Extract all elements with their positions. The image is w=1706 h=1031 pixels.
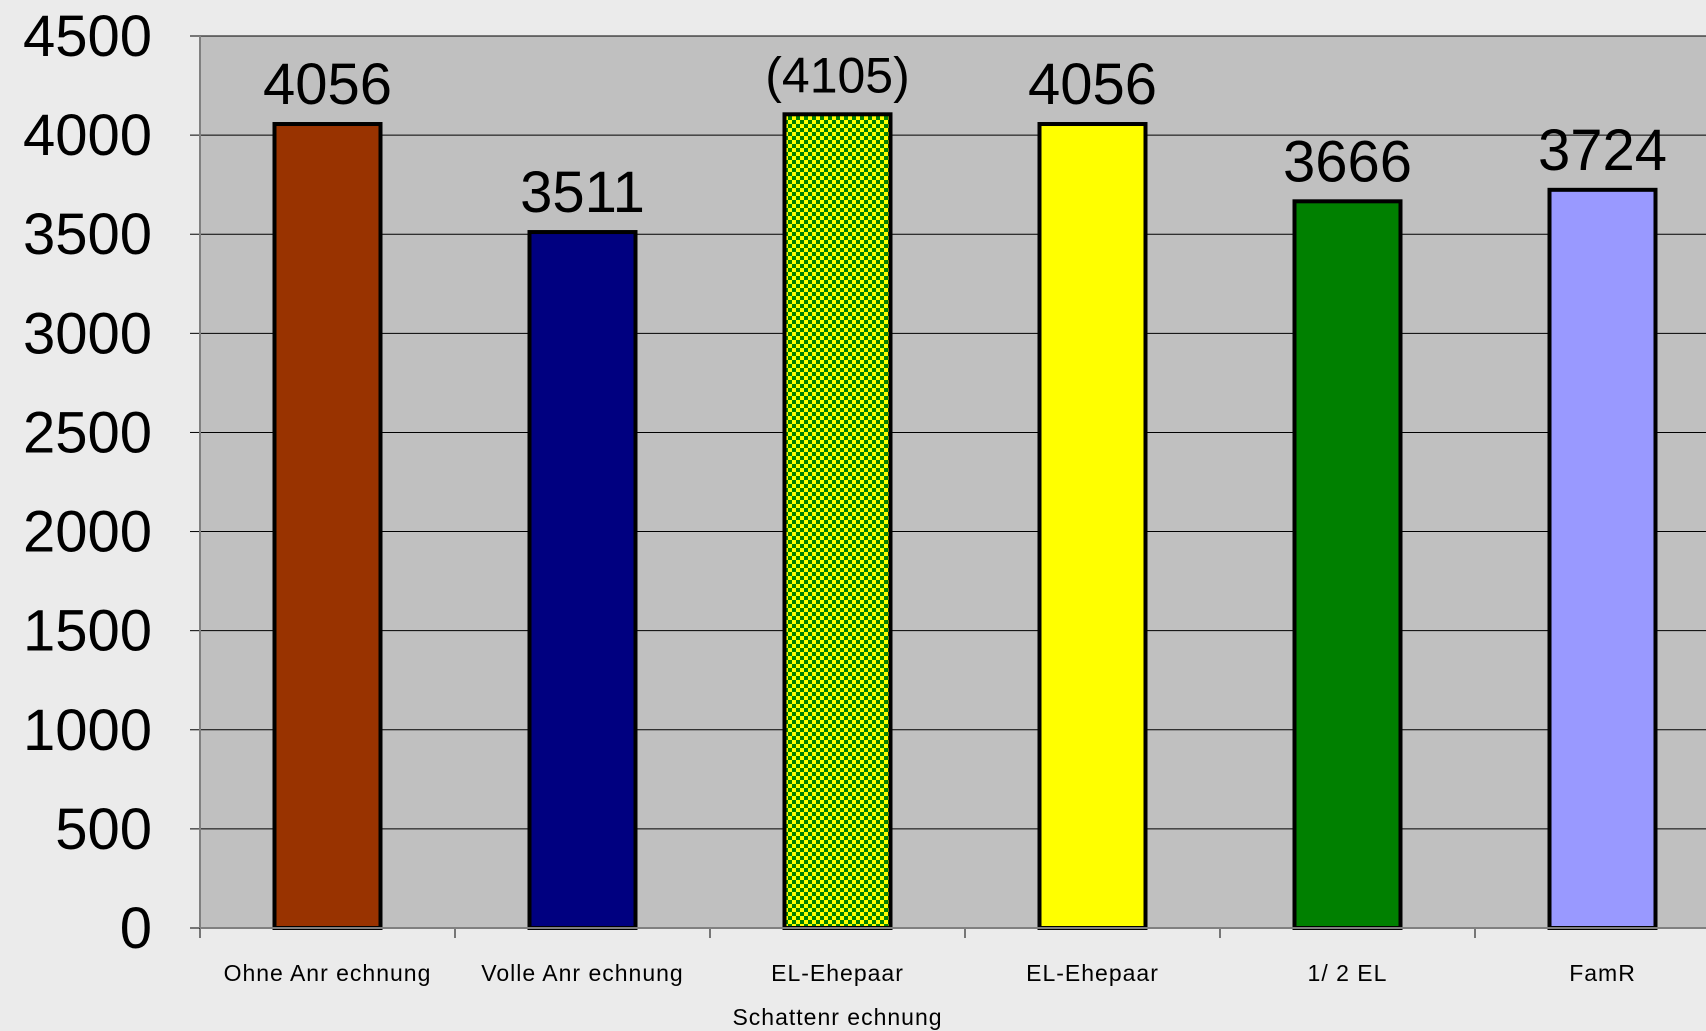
y-tick-label: 500: [55, 797, 152, 862]
x-tick-label: EL-Ehepaar: [771, 960, 904, 986]
bar: [782, 112, 893, 930]
plot-area: [200, 36, 1706, 928]
bar: [527, 230, 638, 931]
x-tick-label: 1/ 2 EL: [1308, 960, 1388, 986]
bar: [272, 122, 383, 930]
data-label: 3724: [1538, 118, 1667, 183]
y-tick-label: 1500: [23, 599, 152, 664]
y-tick-label: 4000: [23, 103, 152, 168]
y-tick-label: 2500: [23, 400, 152, 465]
data-label: 3666: [1283, 129, 1412, 194]
x-tick-label: Volle Anr echnung: [481, 960, 683, 986]
data-label: (4105): [765, 47, 910, 103]
y-axis-ticks: 0 500 1000 1500 2000 2500 3000 3500 4000 4500: [23, 4, 200, 961]
x-axis-ticks: Ohne Anr echnung Volle Anr echnung EL-Ehep…: [199, 928, 1636, 1030]
data-labels: 4056 3511 (4105) 4056 3666 3724: [263, 47, 1667, 225]
grid-lines: [200, 35, 1706, 830]
y-tick-label: 2000: [23, 500, 152, 565]
x-tick-label: FamR: [1569, 960, 1636, 986]
data-label: 3511: [520, 160, 645, 225]
bars: [272, 112, 1658, 931]
bar: [1547, 187, 1658, 931]
data-label: 4056: [1028, 52, 1157, 117]
y-tick-label: 4500: [23, 4, 152, 69]
y-tick-label: 1000: [23, 698, 152, 763]
x-tick-label: Schattenr echnung: [732, 1004, 942, 1030]
bar: [1292, 199, 1403, 931]
bar: [1037, 122, 1148, 930]
x-tick-label: EL-Ehepaar: [1026, 960, 1159, 986]
y-tick-label: 0: [120, 896, 152, 961]
data-label: 4056: [263, 52, 392, 117]
y-tick-label: 3500: [23, 202, 152, 267]
x-tick-label: Ohne Anr echnung: [224, 960, 432, 986]
y-tick-label: 3000: [23, 301, 152, 366]
